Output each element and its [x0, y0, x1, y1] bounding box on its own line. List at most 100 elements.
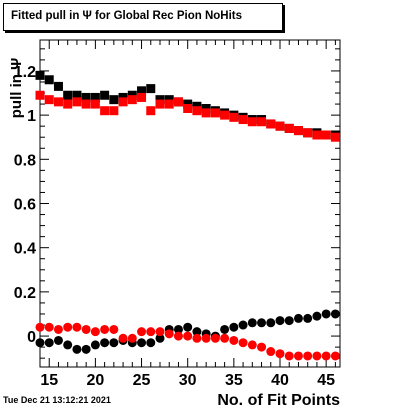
data-point — [44, 338, 54, 348]
data-point — [35, 338, 45, 348]
data-point — [330, 132, 340, 142]
y-axis-label: pull in Ψ — [8, 58, 25, 118]
axis-ticks: 15 20 25 30 35 40 45 0 0.2 0.4 0.6 0.8 1 1.2 — [14, 40, 340, 389]
data-point — [109, 106, 119, 116]
data-point — [137, 338, 147, 348]
data-point — [146, 327, 156, 337]
data-point — [238, 320, 248, 330]
y-tick-label: 1.2 — [14, 64, 36, 81]
data-point — [63, 99, 73, 109]
data-point — [220, 333, 230, 343]
data-point — [303, 128, 313, 138]
data-point — [303, 313, 313, 323]
data-point — [155, 327, 165, 337]
data-point — [72, 90, 82, 100]
data-point — [201, 108, 211, 118]
data-point — [53, 324, 63, 334]
x-axis-label: No. of Fit Points — [217, 392, 340, 409]
data-point — [44, 75, 54, 85]
data-point — [81, 92, 91, 102]
x-tick-label: 25 — [133, 372, 151, 389]
data-point — [35, 322, 45, 332]
data-point — [266, 119, 276, 129]
data-point — [127, 333, 137, 343]
data-point — [247, 318, 257, 328]
data-point — [257, 342, 267, 352]
data-point — [284, 316, 294, 326]
data-point — [100, 106, 110, 116]
data-point — [72, 344, 82, 354]
title-box: Fitted pull in Ψ for Global Rec Pion NoH… — [3, 3, 283, 31]
data-point — [90, 340, 100, 350]
data-point — [72, 97, 82, 107]
data-point — [284, 351, 294, 361]
data-point — [257, 318, 267, 328]
y-tick-label: 0.6 — [14, 197, 36, 214]
data-point — [81, 344, 91, 354]
data-point — [238, 338, 248, 348]
data-point — [81, 99, 91, 109]
data-point — [155, 99, 165, 109]
data-point — [35, 90, 45, 100]
data-point — [44, 95, 54, 105]
data-point — [173, 331, 183, 341]
data-point — [312, 130, 322, 140]
data-point — [183, 322, 193, 332]
chart-title: Fitted pull in Ψ for Global Rec Pion NoH… — [11, 10, 242, 22]
data-point — [173, 324, 183, 334]
data-point — [35, 70, 45, 80]
data-point — [183, 103, 193, 113]
data-point — [201, 333, 211, 343]
data-point — [109, 95, 119, 105]
data-point — [173, 97, 183, 107]
data-points — [35, 70, 340, 361]
data-point — [90, 99, 100, 109]
data-point — [266, 318, 276, 328]
data-point — [118, 97, 128, 107]
x-tick-label: 35 — [225, 372, 243, 389]
data-point — [192, 333, 202, 343]
data-point — [229, 322, 239, 332]
data-point — [53, 81, 63, 91]
data-point — [155, 333, 165, 343]
data-point — [63, 322, 73, 332]
data-point — [312, 351, 322, 361]
data-point — [183, 331, 193, 341]
data-point — [275, 316, 285, 326]
data-point — [192, 327, 202, 337]
data-point — [303, 351, 313, 361]
data-point — [44, 322, 54, 332]
data-point — [137, 327, 147, 337]
data-point — [220, 110, 230, 120]
data-point — [72, 322, 82, 332]
data-point — [293, 126, 303, 136]
data-point — [210, 333, 220, 343]
x-tick-label: 45 — [317, 372, 335, 389]
y-tick-label: 0.8 — [14, 152, 36, 169]
data-point — [220, 324, 230, 334]
data-point — [63, 340, 73, 350]
x-tick-label: 20 — [86, 372, 104, 389]
data-point — [330, 309, 340, 319]
y-tick-label: 0 — [27, 329, 36, 346]
data-point — [275, 349, 285, 359]
data-point — [63, 90, 73, 100]
data-point — [247, 117, 257, 127]
data-point — [321, 351, 331, 361]
data-point — [238, 115, 248, 125]
data-point — [53, 97, 63, 107]
data-point — [100, 338, 110, 348]
data-point — [321, 309, 331, 319]
data-point — [146, 84, 156, 94]
data-point — [164, 329, 174, 339]
data-point — [210, 108, 220, 118]
data-point — [266, 347, 276, 357]
data-point — [247, 340, 257, 350]
data-point — [137, 86, 147, 96]
data-point — [275, 121, 285, 131]
data-point — [109, 324, 119, 334]
data-point — [321, 130, 331, 140]
data-point — [81, 324, 91, 334]
data-point — [293, 313, 303, 323]
